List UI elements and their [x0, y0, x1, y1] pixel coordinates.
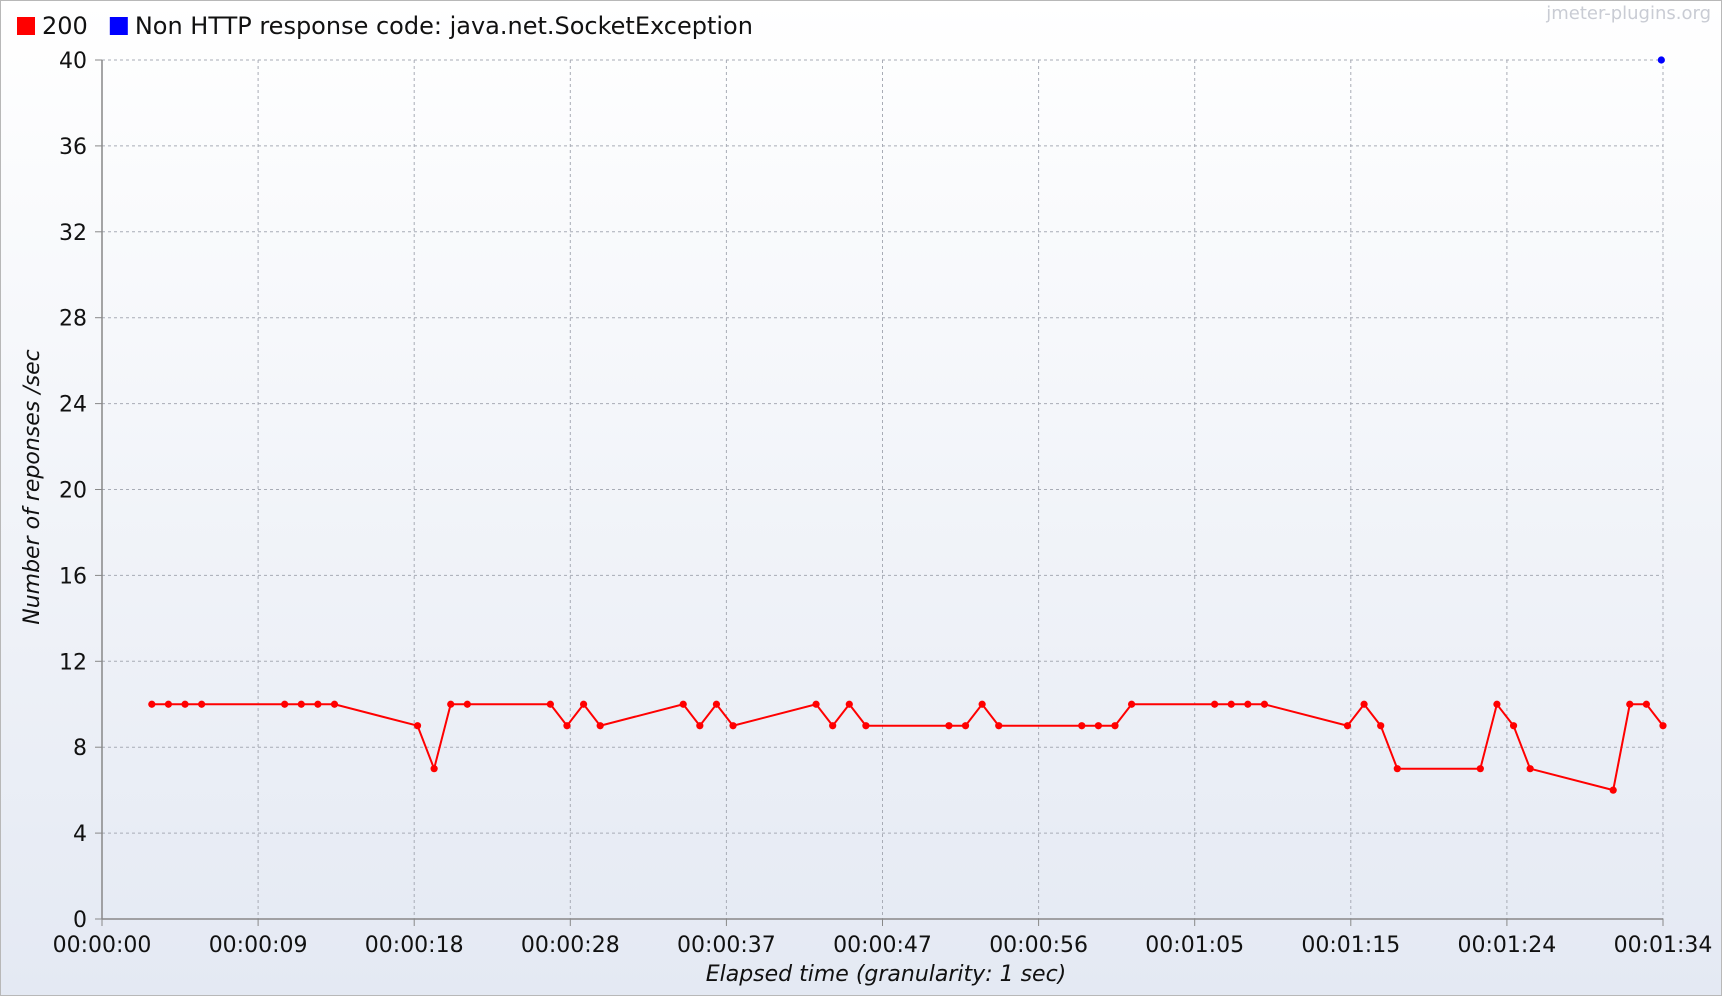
data-point	[1377, 722, 1385, 730]
data-point	[297, 700, 305, 708]
y-tick-label: 4	[73, 822, 87, 847]
data-point	[1509, 722, 1518, 730]
watermark: jmeter-plugins.org	[1545, 3, 1711, 24]
grid	[102, 59, 1664, 919]
data-point	[845, 700, 853, 708]
data-point	[829, 722, 837, 730]
series-line-1	[151, 702, 1664, 792]
data-point	[281, 700, 289, 708]
data-point	[945, 722, 953, 730]
data-point	[862, 722, 870, 730]
y-tick-label: 8	[73, 736, 87, 761]
data-point	[679, 700, 687, 708]
legend-label-2: Non HTTP response code: java.net.SocketE…	[135, 12, 753, 40]
data-point	[148, 700, 156, 708]
y-tick-label: 12	[59, 650, 87, 675]
data-point	[447, 700, 455, 708]
y-tick-label: 24	[59, 393, 87, 418]
data-point	[729, 722, 737, 730]
data-point	[1526, 765, 1534, 773]
data-point	[1642, 700, 1650, 708]
x-tick-label: 00:01:05	[1145, 933, 1244, 958]
legend-label-1: 200	[42, 12, 88, 40]
x-tick-label: 00:00:09	[209, 933, 308, 958]
x-tick-label: 00:00:47	[833, 933, 932, 958]
data-point	[546, 700, 554, 708]
data-point	[563, 722, 571, 730]
data-point	[1094, 722, 1102, 730]
data-point	[1476, 765, 1484, 773]
data-point	[463, 700, 471, 708]
data-point	[1493, 700, 1501, 708]
data-point	[314, 700, 322, 708]
data-point	[1127, 700, 1136, 708]
data-point	[1343, 722, 1352, 730]
data-point	[1609, 786, 1617, 794]
data-point	[1211, 700, 1219, 708]
plot-area	[148, 56, 1667, 794]
data-point	[1078, 722, 1086, 730]
data-point	[330, 700, 339, 708]
legend-swatch-1	[17, 17, 35, 35]
data-point	[1360, 700, 1368, 708]
data-point	[413, 722, 422, 730]
data-point	[1227, 700, 1235, 708]
y-axis-title: Number of reponses /sec	[20, 349, 45, 624]
x-tick-label: 00:01:24	[1457, 933, 1556, 958]
data-point	[812, 700, 820, 708]
data-point	[961, 722, 970, 730]
data-point	[1659, 722, 1667, 730]
x-tick-label: 00:00:28	[521, 933, 620, 958]
data-point	[1393, 765, 1401, 773]
y-tick-label: 36	[59, 135, 87, 160]
x-tick-label: 00:00:00	[53, 933, 152, 958]
x-tick-label: 00:01:15	[1301, 933, 1400, 958]
y-tick-label: 28	[59, 307, 87, 332]
data-point	[430, 765, 438, 773]
legend-swatch-2	[109, 17, 128, 35]
x-tick-label: 00:00:37	[677, 933, 776, 958]
y-tick-label: 20	[59, 479, 87, 504]
axes	[95, 59, 1664, 926]
tick-labels: 0 4 8 12 16 20 24 28 32 36 40 00:00:00 00:00:09 00:00…	[53, 49, 1713, 958]
y-tick-label: 0	[73, 908, 87, 933]
data-point	[1244, 700, 1252, 708]
data-point	[1657, 56, 1665, 64]
x-tick-label: 00:01:34	[1614, 933, 1713, 958]
y-tick-label: 32	[59, 221, 87, 246]
x-tick-label: 00:00:18	[365, 933, 464, 958]
x-axis-title: Elapsed time (granularity: 1 sec)	[706, 962, 1067, 987]
data-point	[995, 722, 1003, 730]
x-tick-label: 00:00:56	[989, 933, 1088, 958]
data-point	[164, 700, 173, 708]
data-point	[579, 700, 588, 708]
data-point	[978, 700, 986, 708]
legend: 200 Non HTTP response code: java.net.Sock…	[17, 12, 753, 40]
data-point	[696, 722, 704, 730]
y-tick-label: 40	[59, 49, 87, 74]
data-point	[712, 700, 721, 708]
data-point	[181, 700, 189, 708]
data-point	[1260, 700, 1269, 708]
data-point	[596, 722, 604, 730]
data-point	[1111, 722, 1119, 730]
data-point	[1626, 700, 1634, 708]
y-tick-label: 16	[59, 564, 87, 589]
data-point	[198, 700, 206, 708]
